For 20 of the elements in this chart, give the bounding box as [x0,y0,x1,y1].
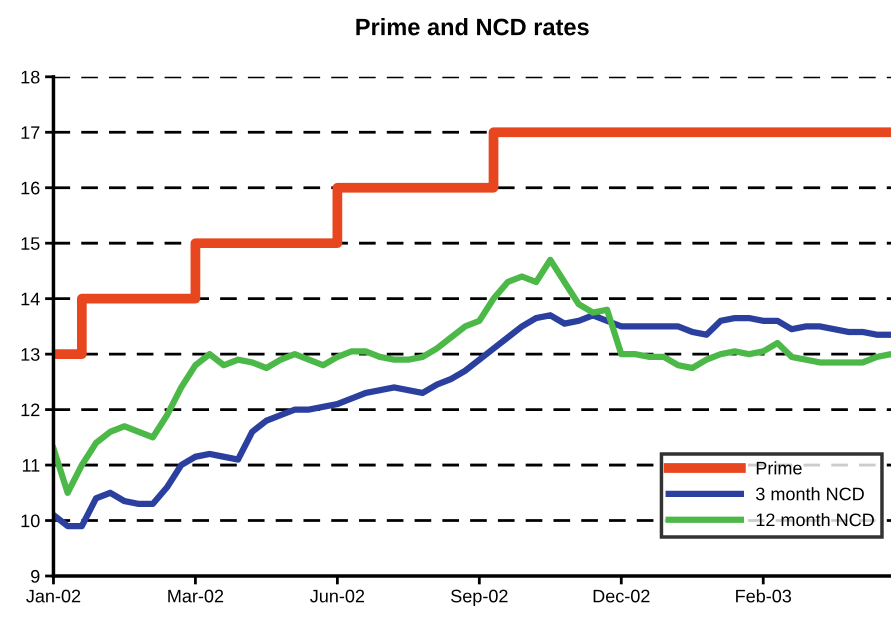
y-tick-label: 17 [22,126,40,139]
legend-label: Prime [756,461,802,475]
y-tick-label: 9 [31,570,40,583]
y-tick-label: 11 [22,459,40,472]
x-tick-label: Feb-03 [736,589,792,602]
legend-label: 12 month NCD [756,512,874,526]
y-tick-label: 15 [22,237,40,250]
legend-label: 3 month NCD [756,487,864,500]
y-tick-label: 14 [22,292,40,306]
y-tick-label: 18 [22,70,40,84]
y-tick-label: 12 [22,404,40,416]
x-tick-label: Dec-02 [594,590,650,602]
y-tick-label: 16 [22,182,40,194]
x-tick-label: Mar-02 [168,590,224,602]
x-tick-label: Sep-02 [451,590,508,606]
chart-title: Prime and NCD rates [356,18,589,36]
x-tick-label: Jan-02 [26,590,80,602]
y-tick-label: 10 [22,514,40,528]
x-tick-label: Jun-02 [310,590,364,602]
y-tick-label: 13 [22,348,40,361]
